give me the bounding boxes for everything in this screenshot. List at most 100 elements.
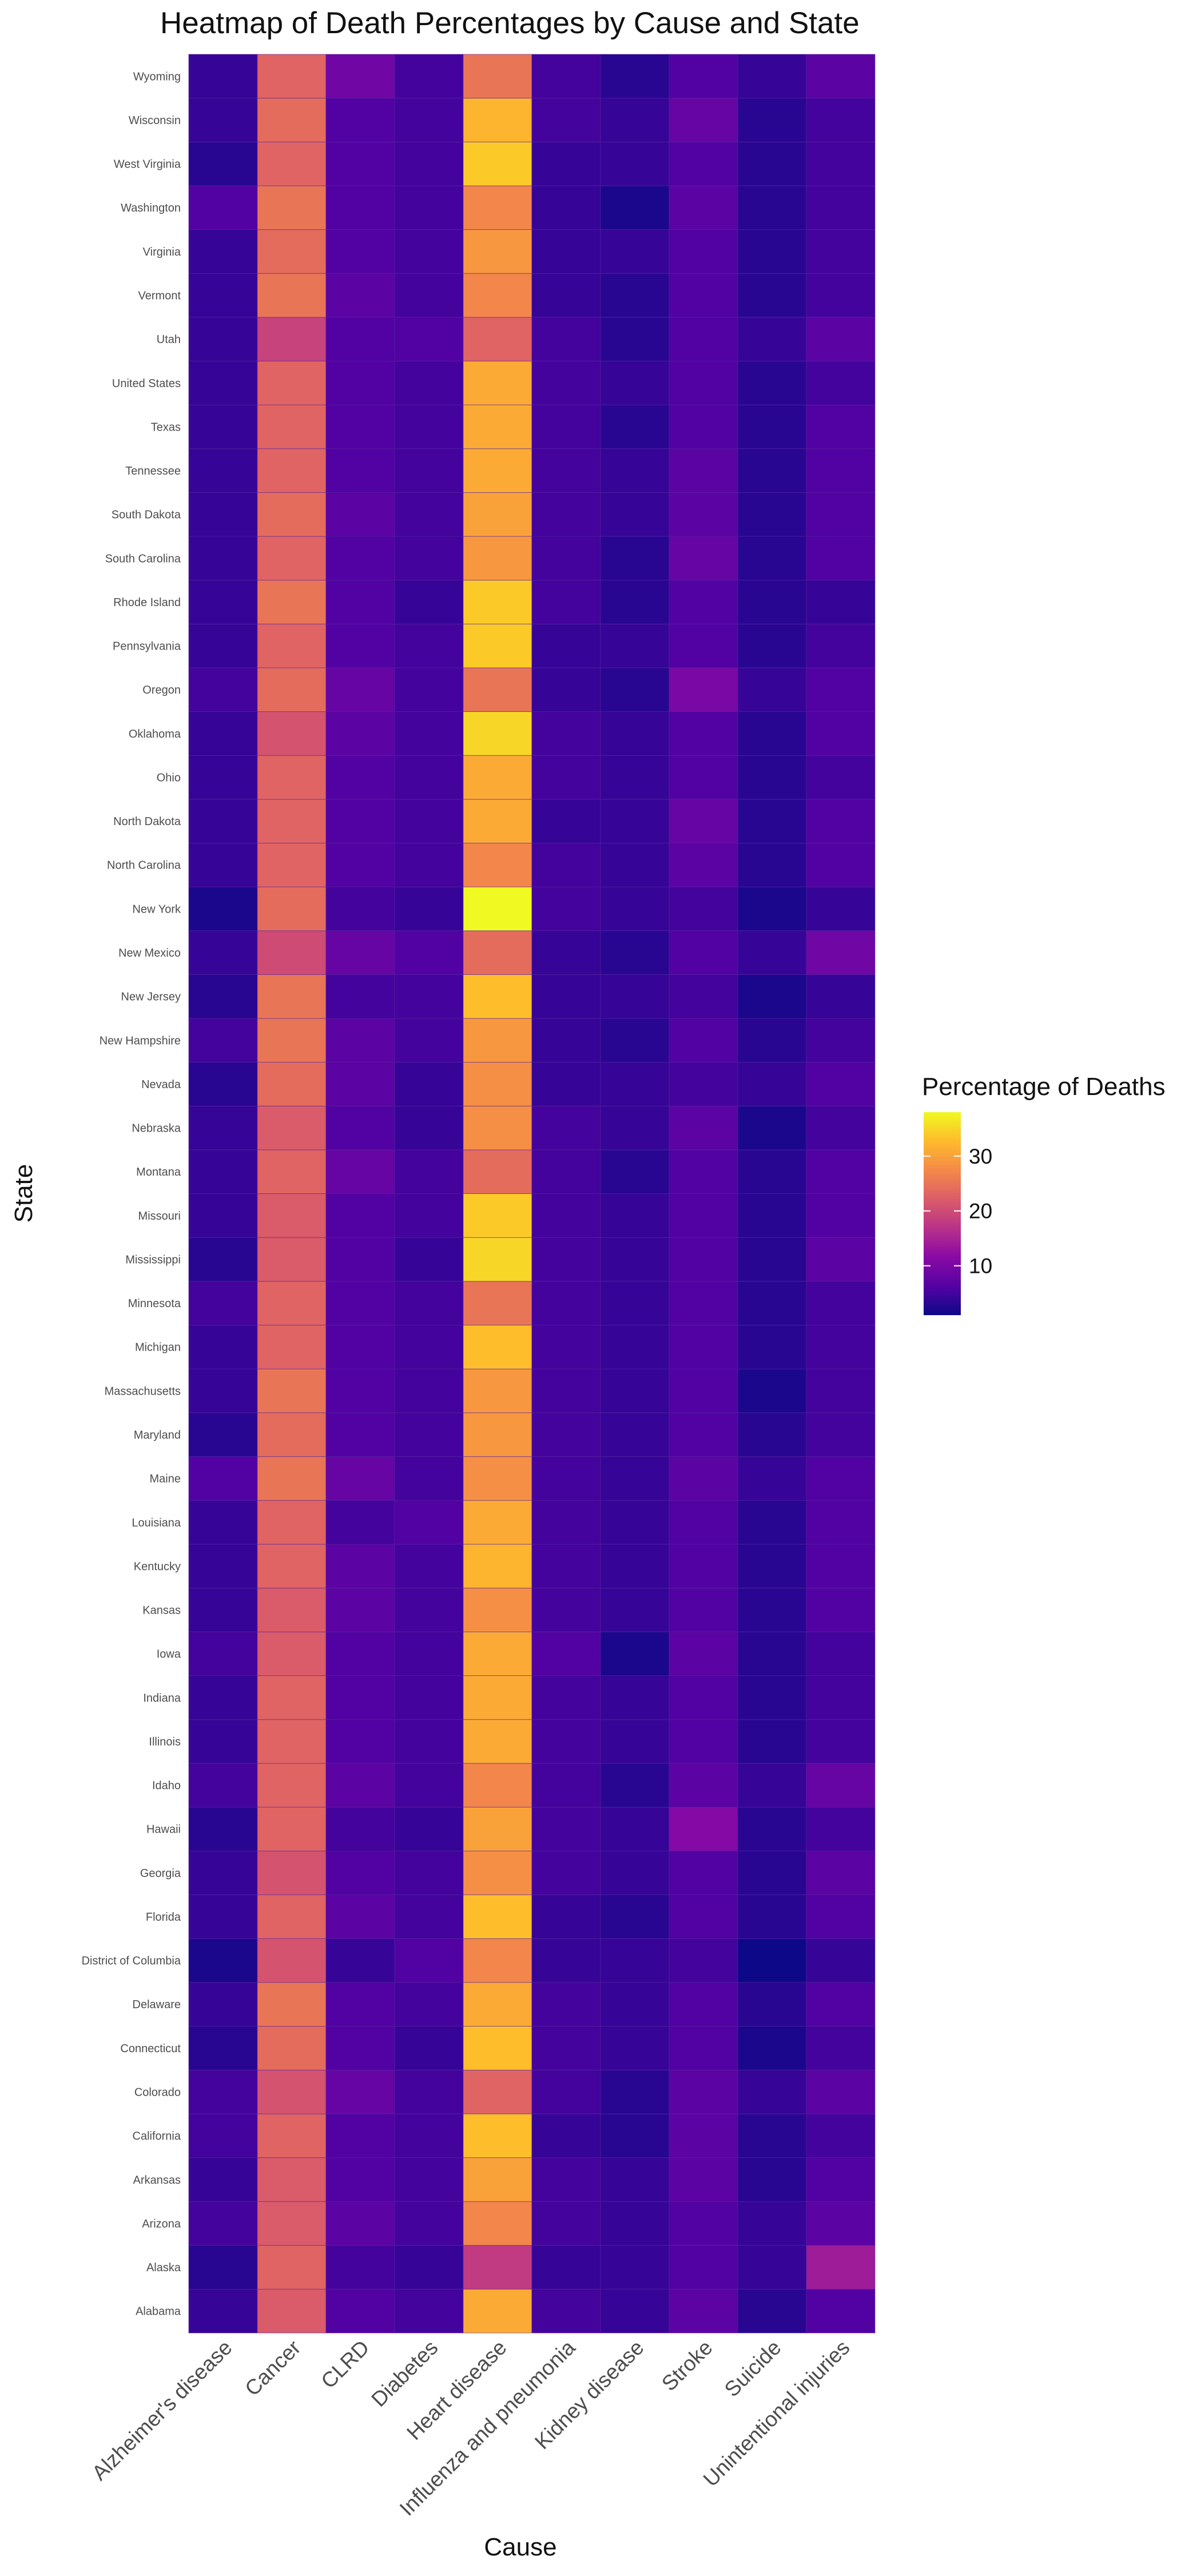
heatmap-cell — [394, 1412, 464, 1457]
heatmap-cell — [669, 2113, 738, 2158]
y-tick-label: Texas — [151, 421, 181, 433]
heatmap-cell — [257, 886, 327, 931]
heatmap-cell — [394, 1763, 464, 1807]
heatmap-cell — [188, 2113, 258, 2158]
heatmap-cell — [188, 54, 258, 99]
heatmap-cell — [394, 1062, 464, 1106]
heatmap-cell — [394, 317, 464, 361]
heatmap-cell — [737, 1587, 807, 1633]
heatmap-cell — [806, 1018, 876, 1063]
y-tick-label: Arkansas — [133, 2174, 181, 2187]
heatmap-cell — [325, 317, 395, 361]
heatmap-cell — [531, 141, 601, 186]
heatmap-cell — [463, 1587, 532, 1633]
heatmap-cell — [394, 623, 464, 668]
heatmap-cell — [737, 799, 807, 843]
heatmap-cell — [463, 1982, 532, 2027]
heatmap-cell — [257, 1193, 327, 1238]
heatmap-cell — [325, 1237, 395, 1282]
heatmap-cell — [257, 974, 327, 1019]
heatmap-cell — [600, 229, 670, 274]
heatmap-cell — [257, 2157, 327, 2202]
heatmap-cell — [737, 1368, 807, 1414]
heatmap-cell — [737, 667, 807, 712]
heatmap-cell — [188, 2201, 258, 2246]
heatmap-cell — [257, 1018, 327, 1063]
colorbar-tick-label: 20 — [969, 1200, 992, 1223]
heatmap-cell — [257, 536, 327, 581]
heatmap-cell — [669, 930, 738, 975]
heatmap-cell — [600, 1193, 670, 1238]
heatmap-cell — [531, 1062, 601, 1106]
heatmap-cell — [737, 185, 807, 230]
heatmap-cell — [669, 54, 738, 99]
heatmap-cell — [257, 1850, 327, 1896]
heatmap-cell — [600, 141, 670, 186]
heatmap-cell — [600, 1894, 670, 1939]
heatmap-cell — [531, 930, 601, 975]
y-tick-label: South Dakota — [112, 509, 181, 521]
heatmap-cell — [394, 1456, 464, 1501]
heatmap-cell — [600, 1456, 670, 1501]
heatmap-cell — [600, 2245, 670, 2290]
heatmap-cell — [600, 974, 670, 1019]
heatmap-cell — [600, 1850, 670, 1896]
heatmap-cell — [600, 1281, 670, 1325]
heatmap-cell — [325, 1105, 395, 1150]
y-tick-label: Idaho — [152, 1779, 181, 1792]
y-tick-label: West Virginia — [114, 158, 181, 171]
heatmap-cell — [669, 273, 738, 318]
heatmap-cell — [463, 54, 532, 99]
y-tick-label: North Carolina — [107, 859, 181, 872]
heatmap-cell — [257, 317, 327, 361]
heatmap-cell — [669, 141, 738, 186]
heatmap-cell — [394, 536, 464, 581]
heatmap-cell — [531, 404, 601, 449]
heatmap-cell — [669, 98, 738, 142]
heatmap-cell — [669, 623, 738, 668]
y-tick-label: Oregon — [142, 684, 181, 696]
heatmap-cell — [600, 54, 670, 99]
heatmap-cell — [257, 1105, 327, 1150]
x-tick-label: Stroke — [657, 2336, 717, 2396]
heatmap-cell — [394, 404, 464, 449]
heatmap-cell — [463, 2288, 532, 2334]
heatmap-cell — [188, 1544, 258, 1588]
heatmap-cell — [394, 1368, 464, 1414]
heatmap-cell — [600, 185, 670, 230]
heatmap-cell — [325, 2026, 395, 2071]
heatmap-cell — [188, 448, 258, 493]
heatmap-cell — [669, 404, 738, 449]
heatmap-cell — [531, 448, 601, 493]
y-tick-label: Vermont — [138, 289, 181, 302]
x-tick-label: Alzheimer's disease — [88, 2336, 237, 2485]
heatmap-cell — [600, 842, 670, 887]
heatmap-cell — [806, 54, 876, 99]
heatmap-cell — [806, 1631, 876, 1676]
heatmap-cell — [463, 2026, 532, 2071]
heatmap-cell — [325, 1675, 395, 1720]
heatmap-cell — [325, 842, 395, 887]
heatmap-cell — [669, 1281, 738, 1325]
heatmap-cell — [531, 2069, 601, 2115]
y-tick-label: Mississippi — [125, 1253, 181, 1266]
heatmap-cell — [737, 404, 807, 449]
heatmap-cell — [806, 2113, 876, 2158]
heatmap-cell — [531, 1500, 601, 1545]
y-tick-label: Virginia — [143, 246, 181, 258]
heatmap-cell — [531, 1938, 601, 1983]
heatmap-cell — [394, 360, 464, 405]
y-tick-label: Alaska — [146, 2262, 181, 2274]
heatmap-cell — [600, 2069, 670, 2115]
heatmap-cell — [463, 1806, 532, 1852]
heatmap-cell — [600, 886, 670, 931]
y-tick-label: Wisconsin — [129, 114, 181, 127]
heatmap-cell — [188, 1324, 258, 1369]
heatmap-cell — [394, 1281, 464, 1325]
heatmap-cell — [531, 974, 601, 1019]
y-tick-label: Florida — [146, 1911, 181, 1924]
heatmap-cell — [669, 580, 738, 624]
heatmap-cell — [531, 2201, 601, 2246]
heatmap-cell — [188, 755, 258, 800]
heatmap-cell — [325, 1412, 395, 1457]
